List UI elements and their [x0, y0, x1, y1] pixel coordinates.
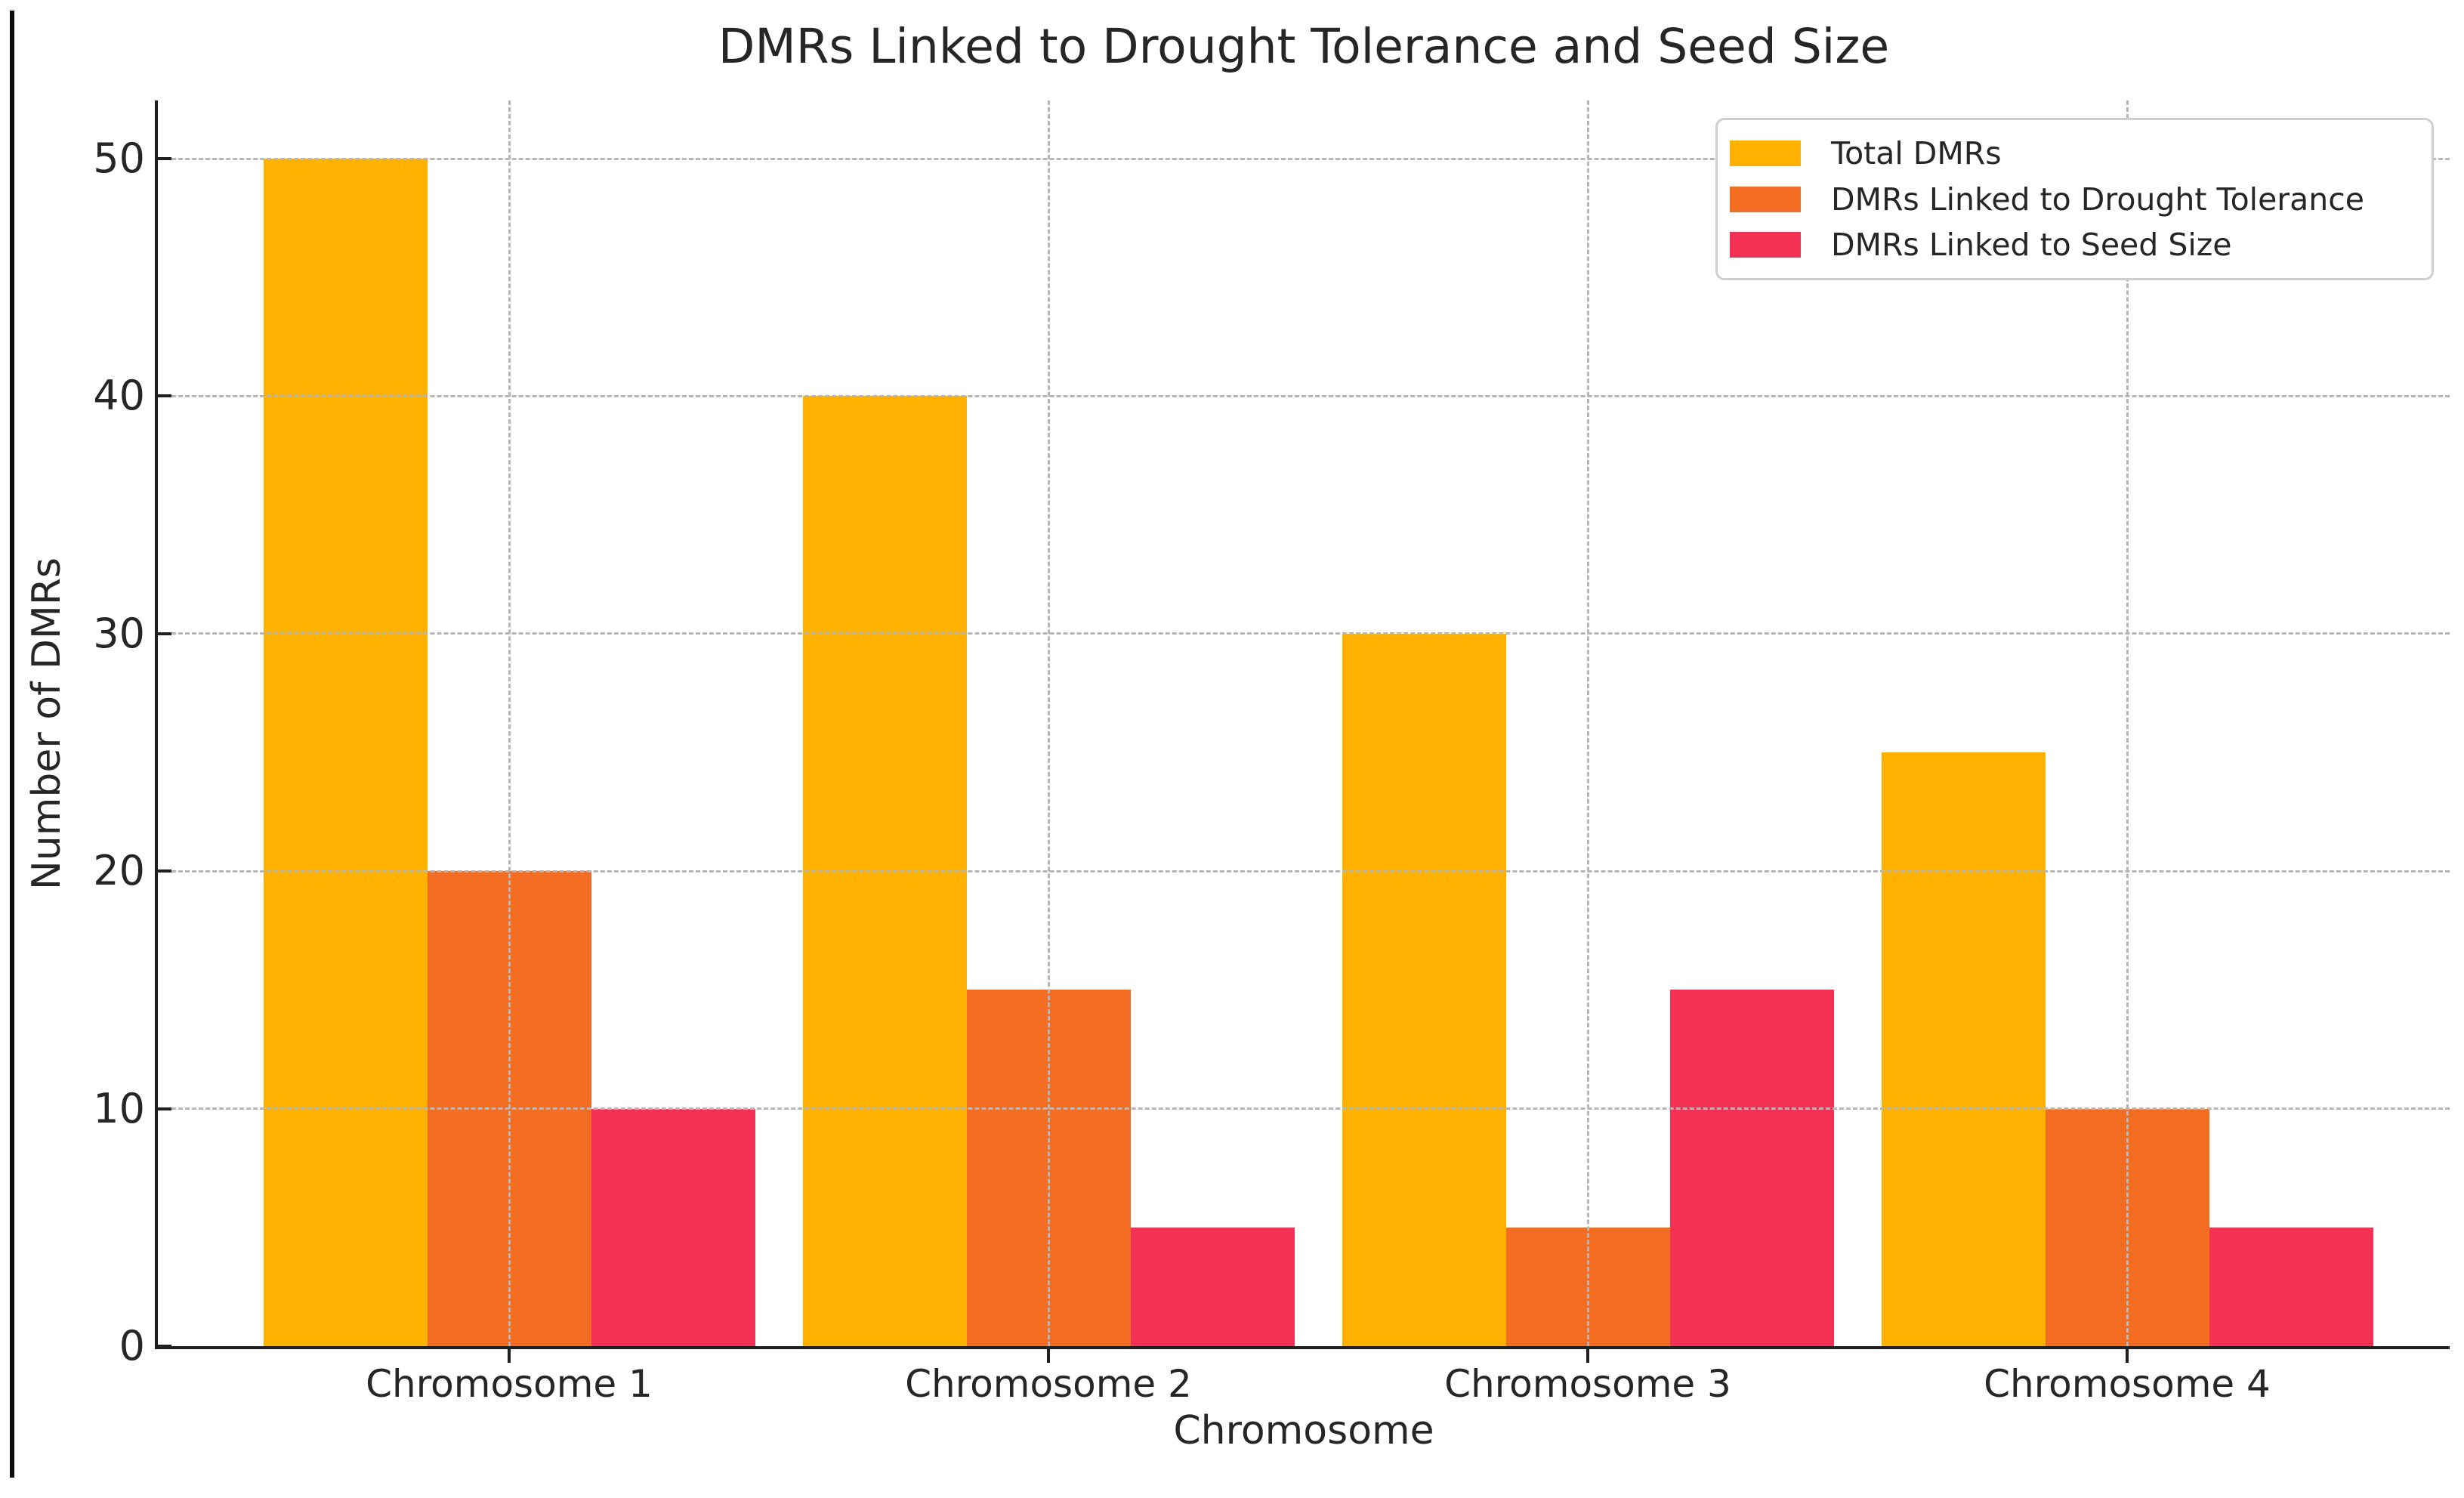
y-tick-mark	[158, 1345, 171, 1348]
x-axis-label: Chromosome	[1173, 1408, 1434, 1453]
legend-item: DMRs Linked to Seed Size	[1730, 226, 2424, 264]
v-gridline	[1586, 100, 1589, 1346]
y-tick-label: 20	[93, 847, 145, 895]
y-tick-mark	[158, 394, 171, 398]
x-tick-mark	[1047, 1349, 1050, 1363]
h-gridline	[158, 394, 2450, 397]
legend-color-swatch	[1730, 186, 1801, 212]
y-tick-mark	[158, 157, 171, 160]
legend-color-swatch	[1730, 140, 1801, 166]
bar-series3-cat1	[591, 1108, 755, 1346]
y-tick-mark	[158, 632, 171, 635]
chart-title: DMRs Linked to Drought Tolerance and See…	[718, 19, 1890, 74]
legend-label: DMRs Linked to Drought Tolerance	[1831, 181, 2365, 218]
x-tick-label: Chromosome 1	[366, 1362, 653, 1406]
bar-series1-cat3	[1342, 633, 1506, 1346]
y-tick-label: 30	[93, 609, 145, 657]
legend-item: Total DMRs	[1730, 134, 2424, 172]
bar-series3-cat3	[1669, 990, 1834, 1346]
x-tick-mark	[1586, 1349, 1589, 1363]
y-axis-label: Number of DMRs	[24, 557, 69, 891]
y-tick-mark	[158, 869, 171, 873]
y-tick-label: 40	[93, 372, 145, 420]
bar-series3-cat2	[1130, 1227, 1295, 1346]
bar-series1-cat1	[263, 159, 428, 1346]
v-gridline	[508, 100, 511, 1346]
bar-series1-cat4	[1881, 752, 2046, 1346]
v-gridline	[2126, 100, 2129, 1346]
left-pane-border	[10, 11, 14, 1478]
y-tick-mark	[158, 1107, 171, 1110]
h-gridline	[158, 157, 2450, 160]
h-gridline	[158, 632, 2450, 635]
h-gridline	[158, 869, 2450, 873]
x-tick-mark	[508, 1349, 511, 1363]
x-tick-label: Chromosome 2	[905, 1362, 1192, 1406]
x-tick-label: Chromosome 3	[1444, 1362, 1731, 1406]
h-gridline	[158, 1107, 2450, 1110]
x-tick-label: Chromosome 4	[1984, 1362, 2271, 1406]
y-tick-label: 0	[119, 1322, 145, 1370]
bar-series3-cat4	[2209, 1227, 2373, 1346]
legend-color-swatch	[1730, 232, 1801, 258]
legend-item: DMRs Linked to Drought Tolerance	[1730, 181, 2424, 218]
x-axis-spine	[155, 1346, 2450, 1349]
y-tick-label: 50	[93, 134, 145, 182]
y-tick-label: 10	[93, 1084, 145, 1132]
legend-label: DMRs Linked to Seed Size	[1831, 227, 2232, 264]
legend: Total DMRs DMRs Linked to Drought Toleran…	[1715, 118, 2434, 280]
legend-label: Total DMRs	[1831, 134, 2002, 171]
y-axis-spine	[155, 100, 158, 1349]
v-gridline	[1047, 100, 1050, 1346]
x-tick-mark	[2126, 1349, 2129, 1363]
